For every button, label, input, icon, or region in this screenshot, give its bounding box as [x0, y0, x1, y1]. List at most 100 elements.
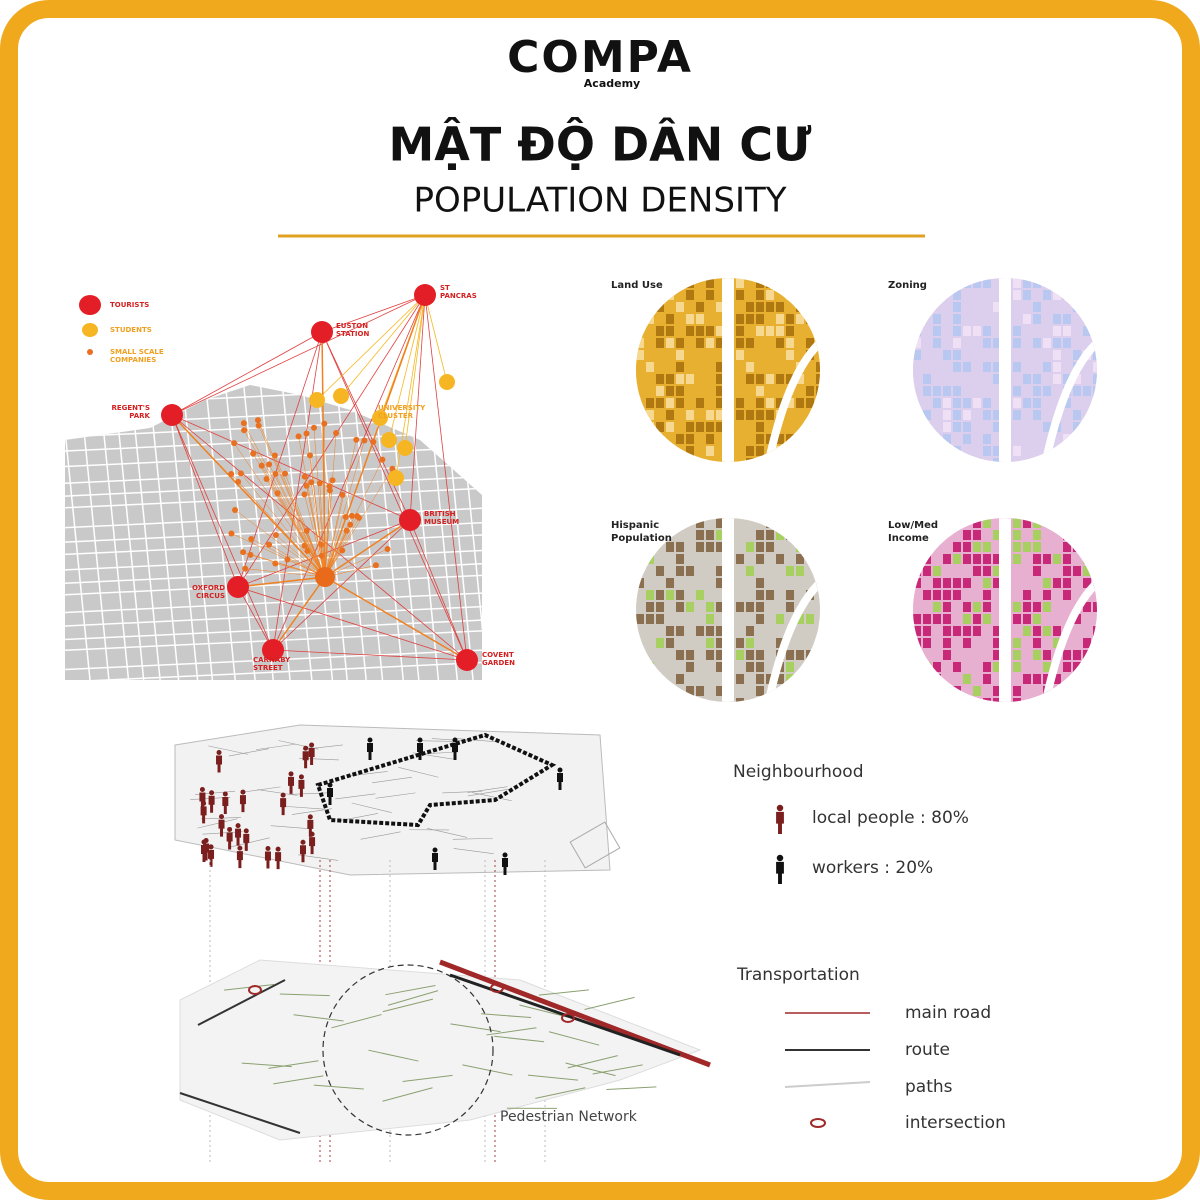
block	[1083, 374, 1091, 384]
company-dot	[316, 480, 323, 487]
block	[953, 554, 961, 564]
block	[676, 578, 684, 588]
company-dot	[303, 430, 310, 437]
block	[676, 602, 684, 612]
block	[923, 338, 931, 348]
person-body	[264, 851, 271, 869]
block	[933, 578, 941, 588]
block	[696, 302, 704, 312]
block	[646, 650, 654, 660]
link	[316, 294, 426, 401]
block	[756, 638, 764, 648]
link	[321, 331, 411, 521]
block	[676, 530, 684, 540]
block	[973, 278, 981, 288]
block	[1033, 374, 1041, 384]
block	[666, 410, 674, 420]
block	[1033, 638, 1041, 648]
block	[973, 686, 981, 696]
block	[1043, 326, 1051, 336]
block	[943, 674, 951, 684]
block	[1063, 590, 1071, 600]
block	[1043, 410, 1051, 420]
block	[933, 638, 941, 648]
block	[943, 590, 951, 600]
block	[1053, 590, 1061, 600]
block	[923, 362, 931, 372]
block	[943, 554, 951, 564]
person-body	[239, 795, 246, 813]
block	[746, 518, 754, 528]
block	[666, 434, 674, 444]
block	[706, 386, 714, 396]
tourist-node	[161, 404, 183, 426]
block	[963, 578, 971, 588]
block	[806, 602, 814, 612]
block	[696, 314, 704, 324]
block	[983, 614, 991, 624]
block	[636, 374, 644, 384]
block	[766, 398, 774, 408]
block	[1073, 638, 1081, 648]
block	[806, 326, 814, 336]
block	[756, 674, 764, 684]
block	[983, 290, 991, 300]
block	[746, 578, 754, 588]
block	[933, 590, 941, 600]
tourist-node	[311, 321, 333, 343]
block	[656, 662, 664, 672]
block	[993, 290, 1001, 300]
block	[953, 326, 961, 336]
block	[676, 314, 684, 324]
block	[816, 614, 820, 624]
block	[736, 518, 744, 528]
block	[646, 362, 654, 372]
block	[736, 698, 744, 702]
person-head	[275, 846, 281, 852]
street	[65, 385, 91, 680]
place-label: BRITISH	[424, 510, 456, 518]
student-node	[333, 388, 349, 404]
block	[706, 314, 714, 324]
block	[756, 350, 764, 360]
block	[656, 614, 664, 624]
link	[171, 414, 274, 651]
block	[646, 578, 654, 588]
block	[686, 674, 694, 684]
block	[963, 374, 971, 384]
block	[706, 422, 714, 432]
link	[268, 544, 326, 578]
path-line	[382, 998, 434, 1013]
street	[65, 591, 482, 614]
block	[776, 602, 784, 612]
top-terrain	[174, 724, 611, 876]
block	[1023, 614, 1031, 624]
company-dot	[282, 470, 289, 477]
block	[973, 398, 981, 408]
block	[1023, 398, 1031, 408]
road	[722, 278, 734, 462]
block	[983, 698, 991, 702]
block	[953, 362, 961, 372]
block	[1053, 578, 1061, 588]
street	[224, 385, 256, 680]
block	[1093, 350, 1097, 360]
center-node	[315, 567, 335, 587]
person-body	[218, 819, 225, 837]
block	[993, 626, 1001, 636]
block	[776, 542, 784, 552]
block	[1023, 590, 1031, 600]
block	[1073, 650, 1081, 660]
street	[65, 605, 482, 627]
block	[756, 302, 764, 312]
network-label: Pedestrian Network	[500, 1109, 638, 1125]
place-label: UNIVERSITY	[378, 404, 426, 412]
block	[786, 578, 794, 588]
link	[424, 294, 448, 383]
person-head	[776, 854, 784, 862]
block	[746, 434, 754, 444]
block	[666, 674, 674, 684]
route	[179, 1092, 301, 1134]
link	[324, 441, 374, 578]
block	[746, 314, 754, 324]
